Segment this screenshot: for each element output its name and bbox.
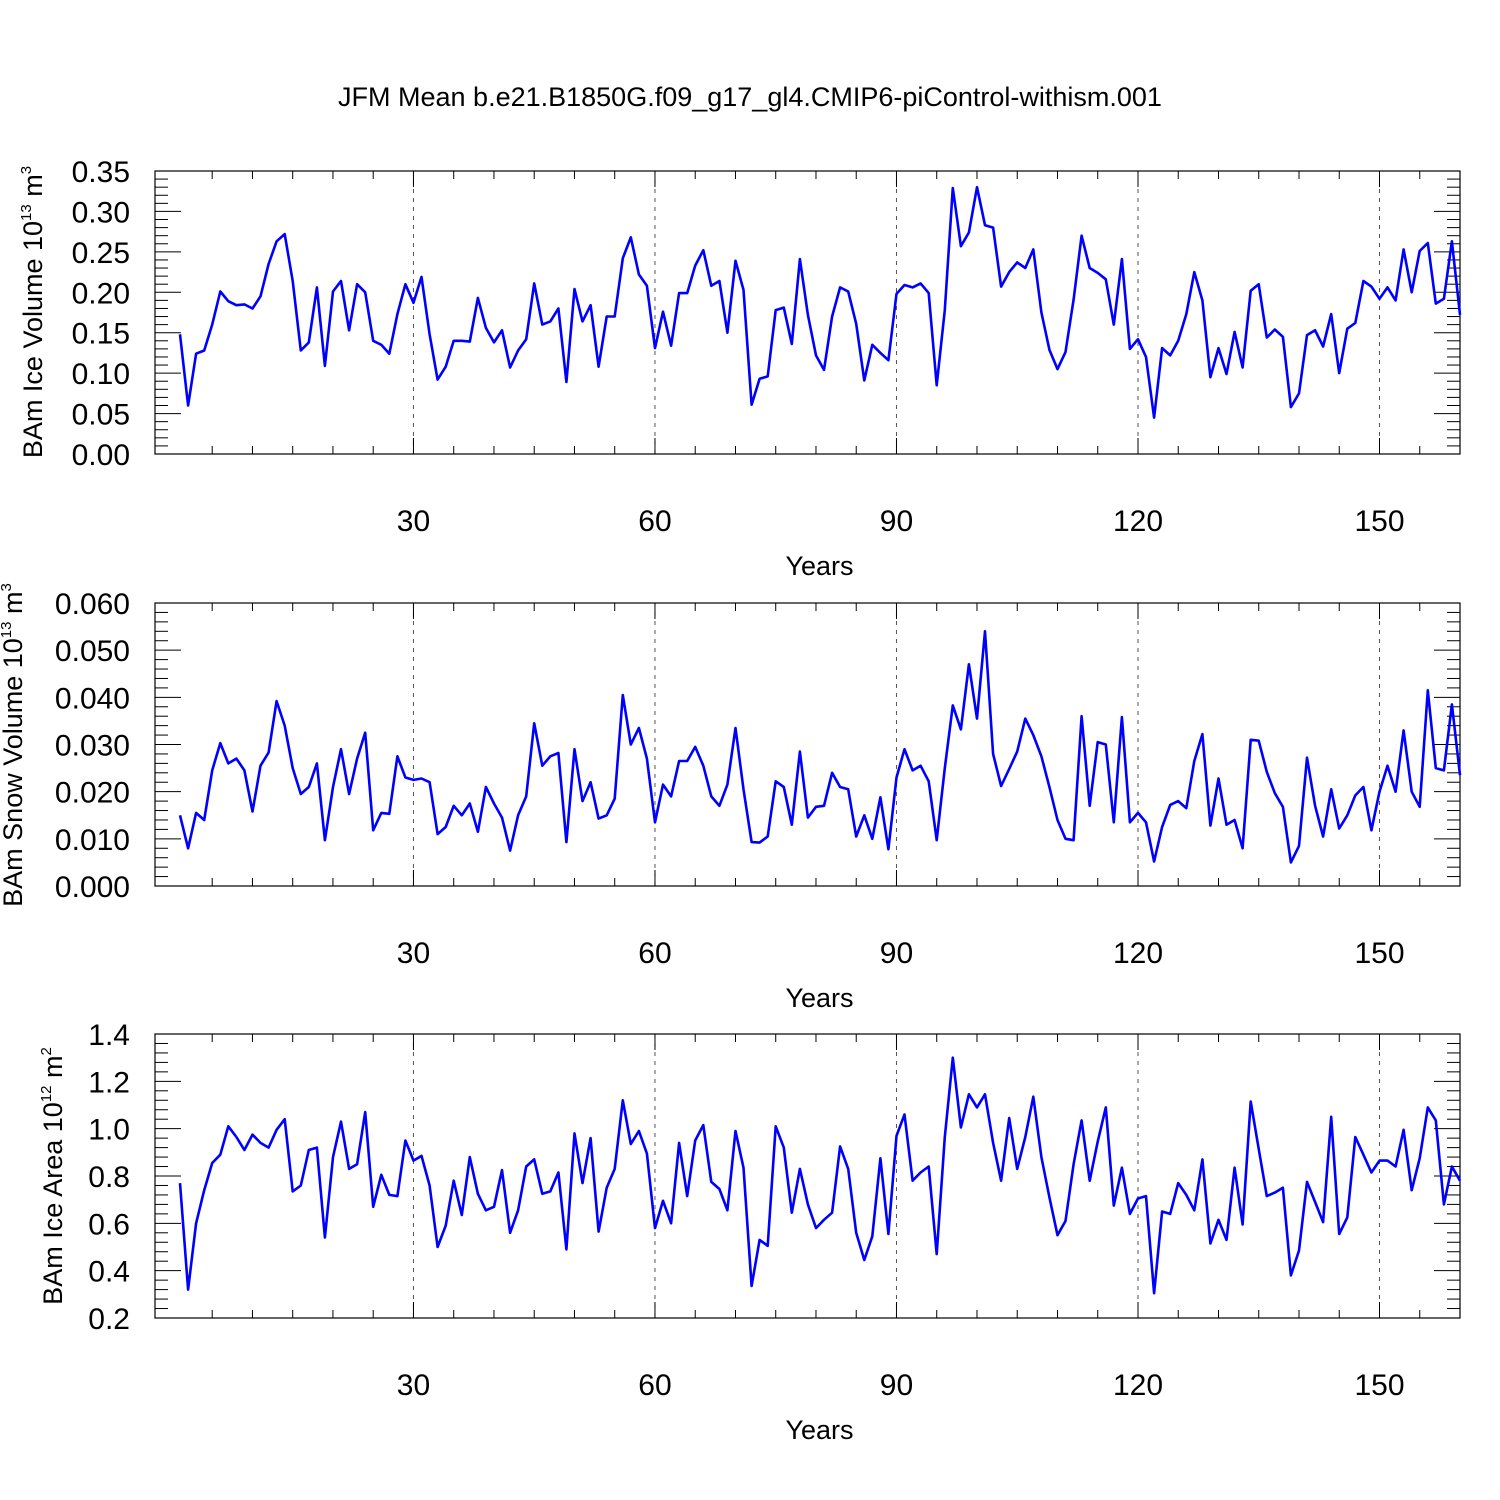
x-tick-label: 60 <box>638 505 671 538</box>
y-tick-label: 0.040 <box>55 682 130 715</box>
x-tick-label: 90 <box>880 505 913 538</box>
y-tick-label: 0.050 <box>55 635 130 668</box>
series-line <box>178 1056 1462 1295</box>
y-tick-label: 0.010 <box>55 824 130 857</box>
x-tick-label: 90 <box>880 937 913 970</box>
chart-panel-3: 0.2 0.4 0.6 0.8 1.0 1.2 1.4 30 60 90 120 150 Years BA… <box>38 1019 1462 1445</box>
x-tick-label: 150 <box>1354 505 1404 538</box>
y-tick-label: 0.35 <box>72 156 130 189</box>
y-tick-label: 0.15 <box>72 318 130 351</box>
y-tick-label: 1.0 <box>88 1114 130 1147</box>
y-tick-label: 1.2 <box>88 1066 130 1099</box>
x-tick-label: 120 <box>1113 505 1163 538</box>
x-axis-label: Years <box>785 1415 853 1445</box>
y-axis-label: BAm Ice Area 1012 m2 <box>38 1047 68 1305</box>
x-tick-label: 60 <box>638 1369 671 1402</box>
y-axis-label: BAm Snow Volume 1013 m3 <box>0 583 28 907</box>
y-tick-label: 0.030 <box>55 730 130 763</box>
y-tick-label: 0.060 <box>55 588 130 621</box>
y-tick-label: 0.2 <box>88 1303 130 1336</box>
x-tick-label: 150 <box>1354 937 1404 970</box>
x-axis-label: Years <box>785 551 853 581</box>
x-tick-label: 30 <box>397 937 430 970</box>
y-tick-label: 0.6 <box>88 1208 130 1241</box>
x-tick-label: 90 <box>880 1369 913 1402</box>
x-axis-label: Years <box>785 983 853 1013</box>
chart-title: JFM Mean b.e21.B1850G.f09_g17_gl4.CMIP6-… <box>338 82 1162 112</box>
y-tick-label: 0.05 <box>72 399 130 432</box>
x-tick-label: 150 <box>1354 1369 1404 1402</box>
chart-panel-2: 0.000 0.010 0.020 0.030 0.040 0.050 0.060 30 60 9… <box>0 583 1462 1013</box>
y-tick-label: 0.000 <box>55 871 130 904</box>
y-tick-label: 0.20 <box>72 277 130 310</box>
x-tick-label: 30 <box>397 1369 430 1402</box>
x-tick-label: 60 <box>638 937 671 970</box>
y-tick-label: 0.020 <box>55 777 130 810</box>
plot-frame <box>154 602 1461 887</box>
y-axis-label: BAm Ice Volume 1013 m3 <box>18 166 48 458</box>
y-tick-label: 0.30 <box>72 196 130 229</box>
y-tick-label: 0.00 <box>72 439 130 472</box>
y-tick-label: 0.10 <box>72 358 130 391</box>
y-tick-label: 0.8 <box>88 1161 130 1194</box>
y-tick-label: 0.25 <box>72 237 130 270</box>
x-tick-label: 120 <box>1113 1369 1163 1402</box>
x-tick-label: 120 <box>1113 937 1163 970</box>
series-line <box>178 185 1462 419</box>
chart-panel-1: 0.00 0.05 0.10 0.15 0.20 0.25 0.30 0.35 30 60 90 12… <box>18 156 1462 581</box>
series-line <box>178 629 1462 864</box>
y-tick-label: 1.4 <box>88 1019 130 1052</box>
y-tick-label: 0.4 <box>88 1256 130 1289</box>
x-tick-label: 30 <box>397 505 430 538</box>
